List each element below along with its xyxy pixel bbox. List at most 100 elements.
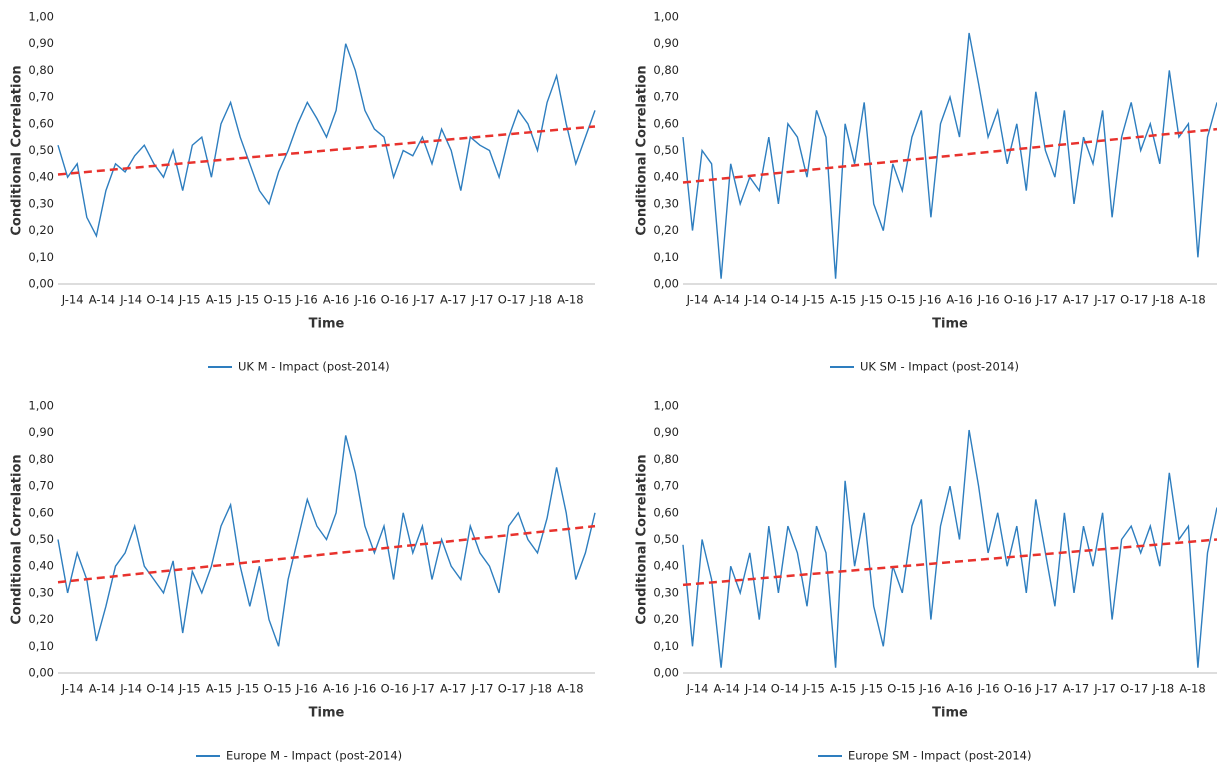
- trend-line: [682, 127, 1217, 184]
- y-axis-title: Conditional Correlation: [635, 65, 650, 235]
- x-tick-label: J-17: [471, 293, 494, 307]
- x-tick-label: O-16: [381, 682, 409, 696]
- y-tick-label: 0,50: [653, 532, 679, 546]
- x-tick-label: O-15: [887, 293, 915, 307]
- x-tick-label: J-14: [119, 293, 142, 307]
- x-tick-label: O-14: [146, 682, 174, 696]
- x-tick-label: A-17: [440, 682, 466, 696]
- y-tick-label: 0,70: [28, 479, 54, 493]
- x-tick-label: J-17: [412, 682, 435, 696]
- x-tick-label: J-14: [686, 293, 709, 307]
- y-tick-label: 0,00: [653, 277, 679, 291]
- x-tick-label: J-16: [919, 682, 942, 696]
- x-tick-label: A-17: [1063, 682, 1089, 696]
- y-axis-title: Conditional Correlation: [10, 454, 25, 624]
- data-line: [682, 429, 1217, 668]
- x-tick-label: O-15: [264, 682, 292, 696]
- x-tick-label: J-16: [354, 682, 377, 696]
- legend-label: Europe SM - Impact (post-2014): [848, 749, 1031, 763]
- x-tick-label: A-17: [1063, 293, 1089, 307]
- legend-label: UK SM - Impact (post-2014): [860, 360, 1019, 374]
- x-tick-label: J-14: [686, 682, 709, 696]
- y-tick-label: 0,10: [28, 250, 54, 264]
- x-tick-label: O-17: [498, 682, 526, 696]
- y-tick-label: 0,20: [653, 612, 679, 626]
- y-axis-title: Conditional Correlation: [635, 454, 650, 624]
- trend-line: [682, 538, 1217, 587]
- y-tick-label: 0,50: [28, 532, 54, 546]
- x-tick-label: O-17: [1120, 293, 1148, 307]
- y-tick-label: 0,00: [28, 666, 54, 680]
- data-line: [682, 32, 1217, 279]
- x-tick-label: J-18: [529, 293, 552, 307]
- x-tick-label: A-16: [946, 293, 972, 307]
- x-tick-label: J-18: [1151, 682, 1174, 696]
- y-tick-label: 0,10: [28, 639, 54, 653]
- x-tick-label: A-15: [206, 293, 232, 307]
- trend-line: [57, 125, 596, 176]
- x-tick-label: J-18: [1151, 293, 1174, 307]
- x-tick-label: A-17: [440, 293, 466, 307]
- y-tick-label: 0,20: [28, 223, 54, 237]
- y-tick-label: 1,00: [28, 10, 54, 24]
- trend-line: [57, 524, 596, 584]
- y-tick-label: 0,80: [653, 63, 679, 77]
- x-tick-label: J-17: [412, 293, 435, 307]
- y-tick-label: 0,80: [28, 63, 54, 77]
- x-tick-label: J-16: [295, 682, 318, 696]
- x-tick-label: O-15: [264, 293, 292, 307]
- x-tick-label: A-16: [323, 682, 349, 696]
- x-tick-label: A-14: [713, 682, 739, 696]
- x-tick-label: J-15: [236, 293, 259, 307]
- x-tick-label: A-16: [323, 293, 349, 307]
- x-tick-label: J-18: [529, 682, 552, 696]
- y-tick-label: 0,20: [653, 223, 679, 237]
- x-tick-label: J-16: [919, 293, 942, 307]
- x-tick-label: J-15: [236, 682, 259, 696]
- y-tick-label: 0,60: [28, 505, 54, 519]
- y-tick-label: 0,40: [28, 170, 54, 184]
- x-tick-label: O-16: [381, 293, 409, 307]
- y-tick-label: 1,00: [653, 399, 679, 413]
- x-tick-label: J-14: [61, 682, 84, 696]
- x-tick-label: J-15: [860, 682, 883, 696]
- y-tick-label: 1,00: [28, 399, 54, 413]
- x-tick-label: O-16: [1004, 293, 1032, 307]
- x-tick-label: A-14: [713, 293, 739, 307]
- x-axis-title: Time: [932, 706, 968, 721]
- x-axis-title: Time: [309, 706, 345, 721]
- x-tick-label: O-14: [771, 293, 799, 307]
- y-tick-label: 0,30: [28, 585, 54, 599]
- x-tick-label: J-15: [802, 293, 825, 307]
- y-tick-label: 0,40: [28, 559, 54, 573]
- y-tick-label: 0,90: [28, 36, 54, 50]
- x-tick-label: A-18: [557, 293, 583, 307]
- x-tick-label: J-15: [802, 682, 825, 696]
- chart-panel: 0,00 0,10 0,20 0,30 0,40 0,50 0,60 0,70 0,80 0,90…: [635, 10, 1217, 374]
- x-tick-label: O-14: [771, 682, 799, 696]
- x-tick-label: J-14: [744, 682, 767, 696]
- x-tick-label: J-15: [860, 293, 883, 307]
- x-tick-label: O-17: [498, 293, 526, 307]
- x-tick-label: J-16: [977, 682, 1000, 696]
- x-tick-label: O-16: [1004, 682, 1032, 696]
- y-tick-label: 0,30: [653, 196, 679, 210]
- x-tick-label: J-15: [178, 682, 201, 696]
- y-tick-label: 0,10: [653, 639, 679, 653]
- legend-label: Europe M - Impact (post-2014): [226, 749, 402, 763]
- x-tick-label: J-17: [1035, 293, 1058, 307]
- x-tick-label: A-18: [557, 682, 583, 696]
- x-axis-title: Time: [309, 317, 345, 332]
- x-tick-label: A-14: [89, 293, 115, 307]
- y-tick-label: 0,40: [653, 559, 679, 573]
- x-tick-label: J-14: [744, 293, 767, 307]
- x-tick-label: J-15: [178, 293, 201, 307]
- legend-label: UK M - Impact (post-2014): [238, 360, 390, 374]
- x-tick-label: A-15: [830, 682, 856, 696]
- x-tick-label: O-17: [1120, 682, 1148, 696]
- y-tick-label: 0,80: [28, 452, 54, 466]
- y-tick-label: 0,50: [653, 143, 679, 157]
- x-tick-label: O-15: [887, 682, 915, 696]
- y-tick-label: 0,90: [28, 425, 54, 439]
